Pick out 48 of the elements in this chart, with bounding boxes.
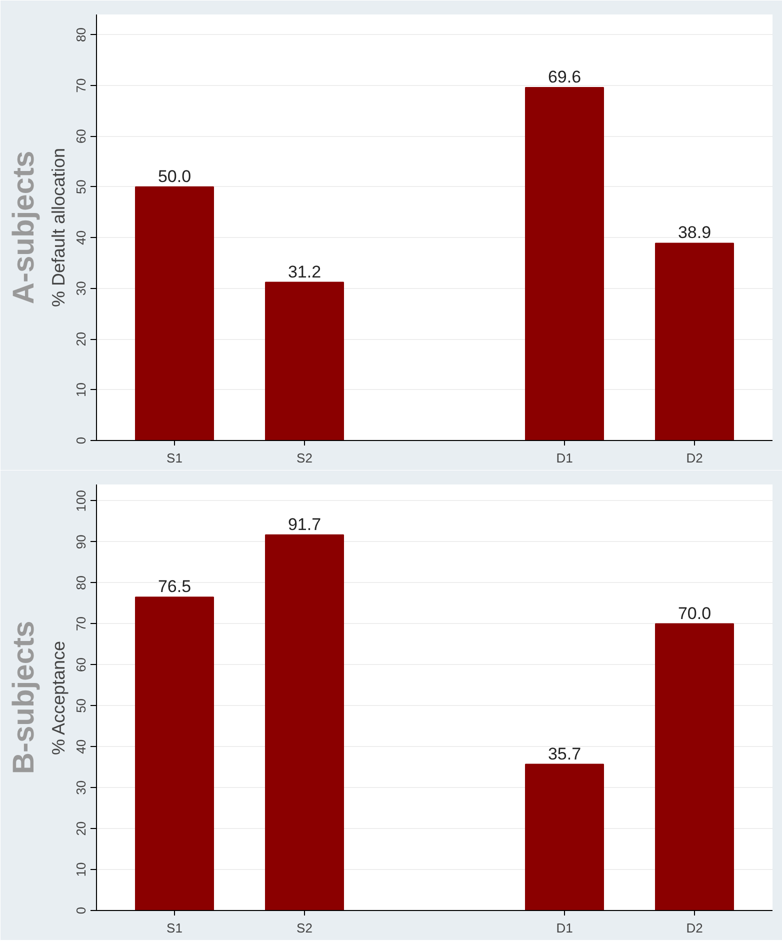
y-tick-label: 40 [74, 230, 88, 245]
text: A-subjects [8, 150, 40, 304]
data-label: 35.7 [548, 744, 582, 764]
data-label: 31.2 [288, 262, 322, 282]
x-tick-label: S2 [296, 920, 312, 936]
y-axis-title: % Acceptance [48, 640, 68, 756]
y-tick-label: 70 [74, 616, 88, 631]
y-tick-label: 50 [74, 698, 88, 713]
y-tick-label: 40 [74, 739, 88, 754]
bar [135, 596, 214, 910]
data-label: 70.0 [678, 604, 712, 623]
x-tick-label: S2 [296, 450, 312, 466]
y-axis-title: % Default allocation [48, 148, 68, 308]
y-tick-label: 100 [74, 490, 88, 512]
bar [265, 534, 344, 910]
bar [655, 623, 734, 910]
y-tick-label: 80 [74, 28, 88, 42]
x-tick-label: S1 [166, 450, 182, 466]
bar [525, 87, 604, 440]
y-tick-label: 0 [74, 436, 88, 444]
y-tick-label: 30 [74, 780, 88, 795]
y-tick-label: 20 [74, 821, 88, 836]
x-tick-label: D2 [686, 920, 703, 936]
y-tick-label: 50 [74, 180, 88, 194]
data-label: 69.6 [548, 68, 582, 87]
bar [135, 186, 214, 440]
x-tick-label: D1 [556, 450, 573, 466]
bar [655, 242, 734, 440]
data-label: 38.9 [678, 223, 712, 242]
y-tick-label: 80 [74, 576, 88, 590]
x-tick-label: S1 [166, 920, 182, 936]
y-tick-label: 10 [74, 382, 88, 398]
data-label: 50.0 [158, 166, 192, 186]
bar [265, 282, 344, 440]
text: B-subjects [8, 620, 40, 774]
y-tick-label: 70 [74, 78, 88, 93]
y-tick-label: 30 [74, 281, 88, 296]
x-tick-label: D2 [686, 450, 703, 466]
data-label: 76.5 [158, 577, 192, 596]
data-label: 91.7 [288, 514, 322, 534]
x-tick-label: D1 [556, 920, 573, 936]
bar [525, 764, 604, 910]
y-tick-label: 20 [74, 332, 88, 346]
y-tick-label: 60 [74, 128, 88, 144]
y-tick-label: 90 [74, 534, 88, 550]
y-tick-label: 60 [74, 657, 88, 672]
y-tick-label: 10 [74, 862, 88, 877]
y-tick-label: 0 [74, 906, 88, 914]
